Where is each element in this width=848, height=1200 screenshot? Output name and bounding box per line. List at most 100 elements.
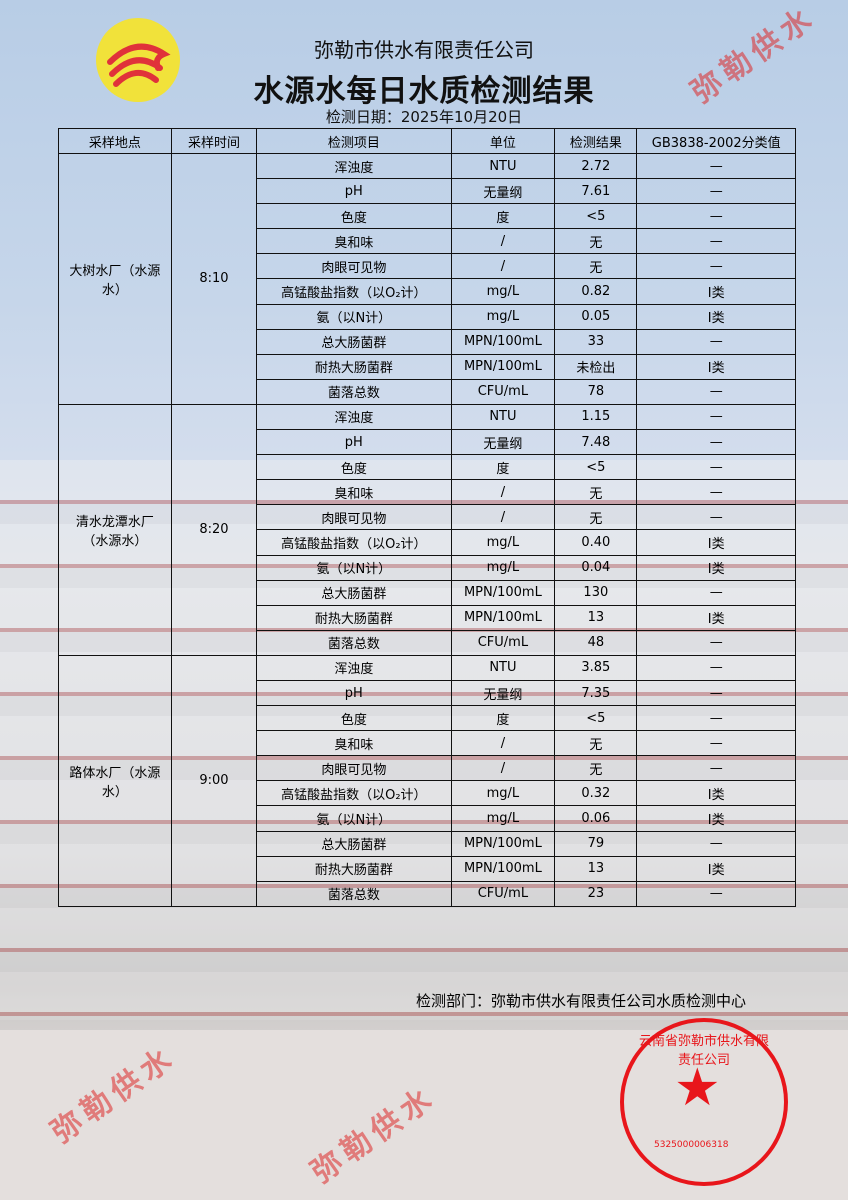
- table-row: 耐热大肠菌群 MPN/100mL 13 Ⅰ类: [59, 604, 796, 631]
- unit: /: [450, 504, 556, 531]
- unit: MPN/100mL: [450, 604, 556, 631]
- classification: —: [636, 654, 796, 681]
- test-item: 氨（以N计）: [256, 805, 452, 832]
- unit: CFU/mL: [450, 629, 556, 656]
- test-date: 检测日期：2025年10月20日: [325, 108, 523, 126]
- classification: Ⅰ类: [636, 780, 796, 807]
- classification: —: [636, 328, 796, 355]
- test-item: pH: [256, 178, 452, 205]
- test-item: 总大肠菌群: [256, 328, 452, 355]
- sample-site: 清水龙潭水厂（水源水）: [58, 403, 172, 656]
- unit: MPN/100mL: [450, 855, 556, 882]
- unit: MPN/100mL: [450, 579, 556, 606]
- sample-site: 路体水厂（水源水）: [58, 654, 172, 907]
- test-item: 耐热大肠菌群: [256, 353, 452, 380]
- classification: —: [636, 378, 796, 405]
- test-item: 高锰酸盐指数（以O₂计）: [256, 278, 452, 305]
- result: 1.15: [554, 403, 638, 431]
- test-item: 高锰酸盐指数（以O₂计）: [256, 780, 452, 807]
- table-row: 菌落总数 CFU/mL 23—: [59, 880, 796, 907]
- result: 13: [554, 855, 638, 882]
- seal-code: 5325000006318: [654, 1140, 729, 1150]
- result: 无: [554, 730, 638, 757]
- page-title: 水源水每日水质检测结果: [253, 74, 595, 109]
- classification: Ⅰ类: [636, 554, 796, 581]
- test-item: 菌落总数: [256, 629, 452, 656]
- unit: MPN/100mL: [450, 328, 556, 355]
- table-row: 臭和味 / 无 —: [59, 479, 796, 506]
- result: 79: [554, 830, 638, 857]
- test-item: 色度: [256, 705, 452, 732]
- unit: 无量纲: [450, 178, 556, 205]
- table-row: 清水龙潭水厂（水源水） 8:20 浑浊度 NTU 1.15—: [58, 403, 796, 656]
- unit: mg/L: [450, 554, 556, 581]
- table-row: 肉眼可见物 / 无 —: [59, 504, 796, 531]
- test-item: 肉眼可见物: [256, 253, 452, 280]
- classification: Ⅰ类: [636, 353, 796, 380]
- result: 0.40: [554, 529, 638, 556]
- test-item: 菌落总数: [256, 880, 452, 907]
- classification: —: [636, 203, 796, 230]
- result: <5: [554, 705, 638, 732]
- classification: —: [636, 429, 796, 456]
- classification: —: [636, 228, 796, 255]
- result: 78: [554, 378, 638, 405]
- test-item: 臭和味: [256, 479, 452, 506]
- table-row: 臭和味 / 无 —: [59, 730, 796, 757]
- column-header: 采样时间: [170, 128, 258, 154]
- table-row: 肉眼可见物 / 无 —: [59, 755, 796, 782]
- table-row: 大树水厂（水源水） 8:10 浑浊度 NTU 2.72—: [58, 152, 796, 405]
- company-logo: [96, 18, 180, 102]
- result: 33: [554, 328, 638, 355]
- classification: Ⅰ类: [636, 529, 796, 556]
- test-item: 高锰酸盐指数（以O₂计）: [256, 529, 452, 556]
- unit: mg/L: [450, 529, 556, 556]
- unit: /: [450, 730, 556, 757]
- sample-time: 8:10: [170, 153, 258, 405]
- star-icon: ★: [674, 1058, 721, 1118]
- table-row: pH 无量纲 7.35—: [59, 679, 796, 707]
- test-item: 色度: [256, 454, 452, 481]
- column-header: GB3838-2002分类值: [636, 128, 796, 154]
- classification: —: [636, 880, 796, 907]
- classification: —: [636, 730, 796, 757]
- test-item: pH: [256, 679, 452, 707]
- test-item: 肉眼可见物: [256, 755, 452, 782]
- table-row: 色度度 <5—: [59, 705, 796, 732]
- test-item: 浑浊度: [256, 403, 452, 431]
- unit: mg/L: [450, 780, 556, 807]
- test-item: 菌落总数: [256, 378, 452, 405]
- classification: —: [636, 830, 796, 857]
- classification: —: [636, 579, 796, 606]
- result: 23: [554, 880, 638, 907]
- test-item: 总大肠菌群: [256, 830, 452, 857]
- unit: NTU: [450, 654, 556, 681]
- result: 无: [554, 253, 638, 280]
- test-item: 色度: [256, 203, 452, 230]
- result: 0.04: [554, 554, 638, 581]
- classification: Ⅰ类: [636, 604, 796, 631]
- result: <5: [554, 454, 638, 481]
- table-row: pH 无量纲 7.48—: [59, 429, 796, 456]
- test-item: 总大肠菌群: [256, 579, 452, 606]
- unit: MPN/100mL: [450, 353, 556, 380]
- column-header: 采样地点: [58, 128, 172, 154]
- table-row: 耐热大肠菌群 MPN/100mL 未检出 Ⅰ类: [59, 353, 796, 380]
- unit: mg/L: [450, 278, 556, 305]
- table-row: 氨（以N计） mg/L 0.06 Ⅰ类: [59, 805, 796, 832]
- column-header: 单位: [450, 128, 556, 154]
- result: 2.72: [554, 152, 638, 180]
- result: 无: [554, 755, 638, 782]
- company-name: 弥勒市供水有限责任公司: [314, 38, 534, 62]
- classification: Ⅰ类: [636, 278, 796, 305]
- table-row: 耐热大肠菌群 MPN/100mL 13 Ⅰ类: [59, 855, 796, 882]
- unit: /: [450, 479, 556, 506]
- table-row: 氨（以N计） mg/L 0.05 Ⅰ类: [59, 303, 796, 330]
- test-item: 臭和味: [256, 730, 452, 757]
- table-row: 肉眼可见物 / 无 —: [59, 253, 796, 280]
- table-row: 臭和味 / 无 —: [59, 228, 796, 255]
- result: 130: [554, 579, 638, 606]
- unit: MPN/100mL: [450, 830, 556, 857]
- test-item: 氨（以N计）: [256, 303, 452, 330]
